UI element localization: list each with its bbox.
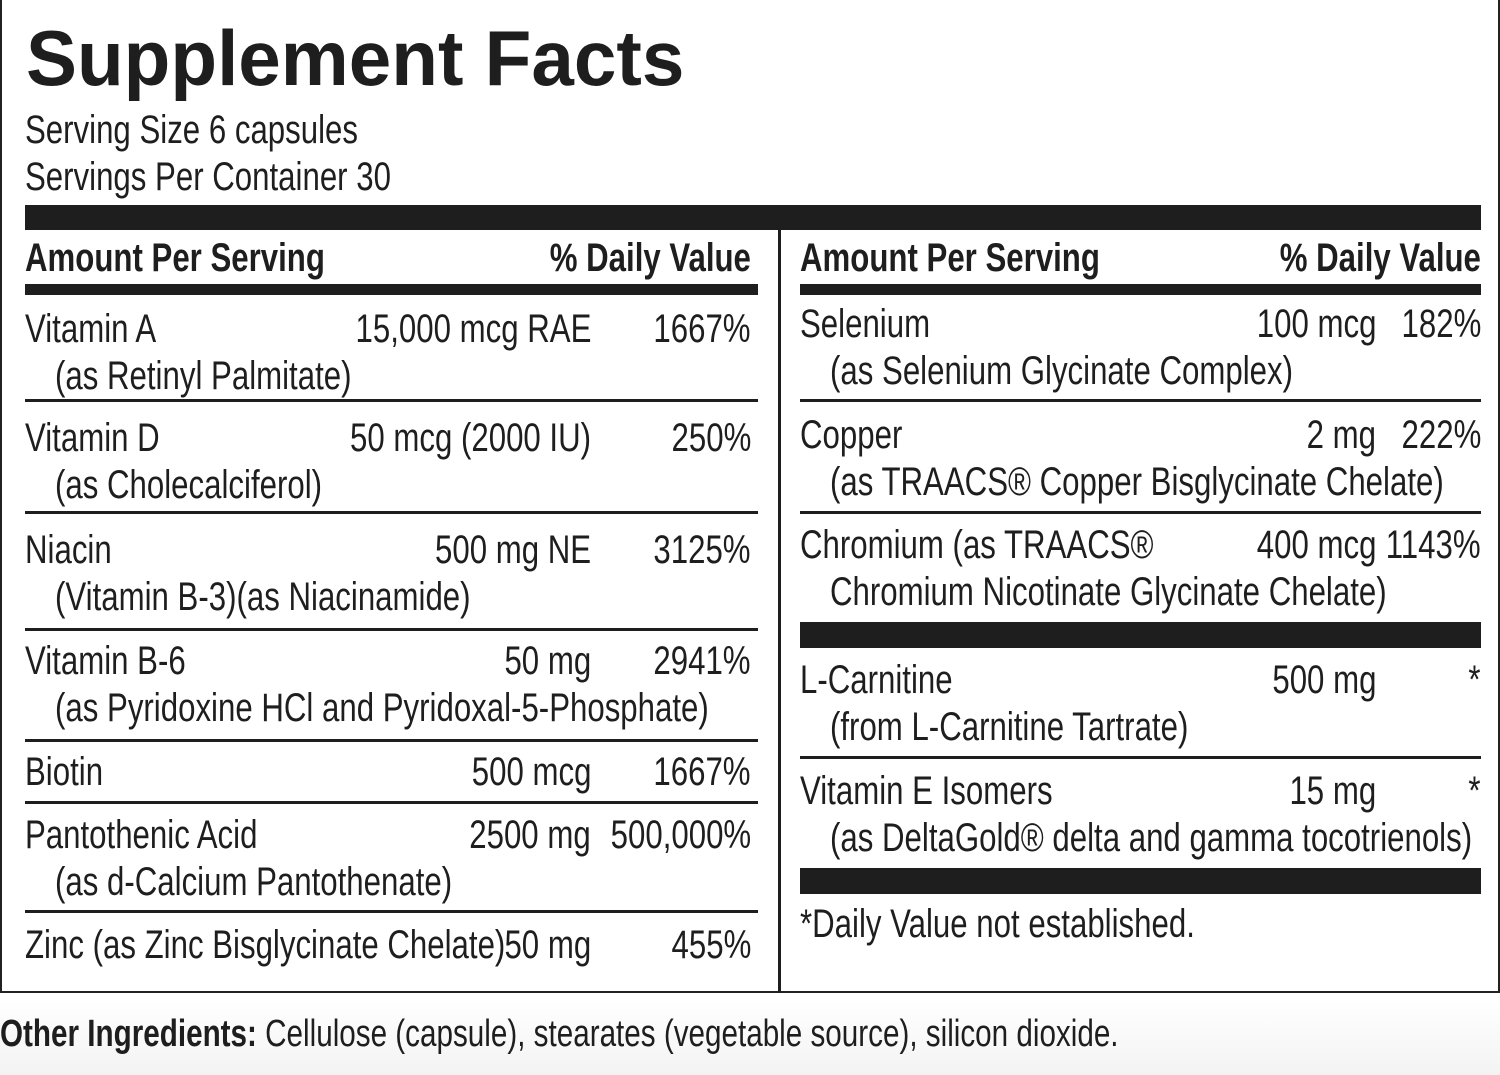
- other-ingredients-text: Cellulose (capsule), stearates (vegetabl…: [265, 1013, 1119, 1055]
- nutrient-source: (as Cholecalciferol): [55, 463, 323, 507]
- nutrient-source: (as TRAACS® Copper Bisglycinate Chelate): [830, 460, 1444, 504]
- nutrient-source: (as d-Calcium Pantothenate): [55, 860, 453, 904]
- nutrient-amount: 500 mcg: [471, 750, 591, 794]
- nutrient-daily-value: 1667%: [653, 307, 751, 351]
- nutrient-source: (from L-Carnitine Tartrate): [830, 705, 1189, 749]
- nutrient-name: Chromium (as TRAACS®: [800, 523, 1154, 567]
- nutrient-source: (as Pyridoxine HCl and Pyridoxal-5-Phosp…: [55, 686, 709, 730]
- nutrient-daily-value: 1143%: [1386, 523, 1481, 567]
- nutrient-daily-value: 500,000%: [610, 813, 751, 857]
- nutrient-amount: 100 mcg: [1256, 302, 1376, 346]
- nutrient-daily-value: 2941%: [653, 639, 751, 683]
- nutrient-name: Vitamin B-6: [25, 639, 186, 683]
- nutrient-name: L-Carnitine: [800, 658, 953, 702]
- thick-divider: [800, 868, 1481, 894]
- nutrient-name: Zinc (as Zinc Bisglycinate Chelate): [25, 923, 506, 967]
- nutrient-daily-value: *: [1468, 658, 1481, 702]
- nutrient-amount: 400 mcg: [1256, 523, 1376, 567]
- nutrient-daily-value: 455%: [671, 923, 751, 967]
- nutrient-amount: 500 mg NE: [434, 528, 591, 572]
- serving-size: Serving Size 6 capsules: [25, 108, 358, 152]
- nutrient-name: Copper: [800, 413, 903, 457]
- nutrient-name: Vitamin D: [25, 416, 160, 460]
- nutrient-daily-value: 3125%: [653, 528, 751, 572]
- thick-divider: [25, 205, 1481, 230]
- facts-panel-border: [0, 0, 1500, 993]
- other-ingredients-label: Other Ingredients:: [0, 1013, 257, 1055]
- header-divider: [800, 284, 1481, 295]
- footnote: *Daily Value not established.: [800, 902, 1195, 946]
- nutrient-amount: 2 mg: [1306, 413, 1376, 457]
- nutrient-name: Biotin: [25, 750, 104, 794]
- nutrient-daily-value: 222%: [1401, 413, 1481, 457]
- nutrient-amount: 2500 mg: [469, 813, 591, 857]
- left-header-dv: % Daily Value: [549, 236, 751, 280]
- nutrient-name: Niacin: [25, 528, 112, 572]
- nutrient-amount: 15 mg: [1289, 769, 1376, 813]
- nutrient-name: Selenium: [800, 302, 931, 346]
- nutrient-source: (as Selenium Glycinate Complex): [830, 349, 1293, 393]
- nutrient-daily-value: 1667%: [653, 750, 751, 794]
- header-divider: [25, 284, 758, 295]
- left-header-amount: Amount Per Serving: [25, 236, 325, 280]
- right-header-amount: Amount Per Serving: [800, 236, 1100, 280]
- nutrient-daily-value: 250%: [671, 416, 751, 460]
- nutrient-amount: 500 mg: [1271, 658, 1376, 702]
- nutrient-source: Chromium Nicotinate Glycinate Chelate): [830, 570, 1387, 614]
- nutrient-name: Pantothenic Acid: [25, 813, 258, 857]
- nutrient-daily-value: 182%: [1401, 302, 1481, 346]
- nutrient-source: (as DeltaGold® delta and gamma tocotrien…: [830, 816, 1473, 860]
- nutrient-daily-value: *: [1468, 769, 1481, 813]
- right-header-dv: % Daily Value: [1279, 236, 1481, 280]
- nutrient-amount: 15,000 mcg RAE: [355, 307, 591, 351]
- column-divider: [778, 230, 781, 993]
- nutrient-source: (Vitamin B-3)(as Niacinamide): [55, 575, 471, 619]
- thick-divider: [800, 622, 1481, 648]
- nutrient-amount: 50 mg: [504, 639, 591, 683]
- nutrient-amount: 50 mg: [504, 923, 591, 967]
- title: Supplement Facts: [26, 14, 685, 102]
- nutrient-amount: 50 mcg (2000 IU): [349, 416, 591, 460]
- nutrient-source: (as Retinyl Palmitate): [55, 354, 352, 398]
- servings-per-container: Servings Per Container 30: [25, 155, 391, 199]
- other-ingredients: Other Ingredients: Cellulose (capsule), …: [0, 1010, 1119, 1058]
- nutrient-name: Vitamin A: [25, 307, 157, 351]
- nutrient-name: Vitamin E Isomers: [800, 769, 1053, 813]
